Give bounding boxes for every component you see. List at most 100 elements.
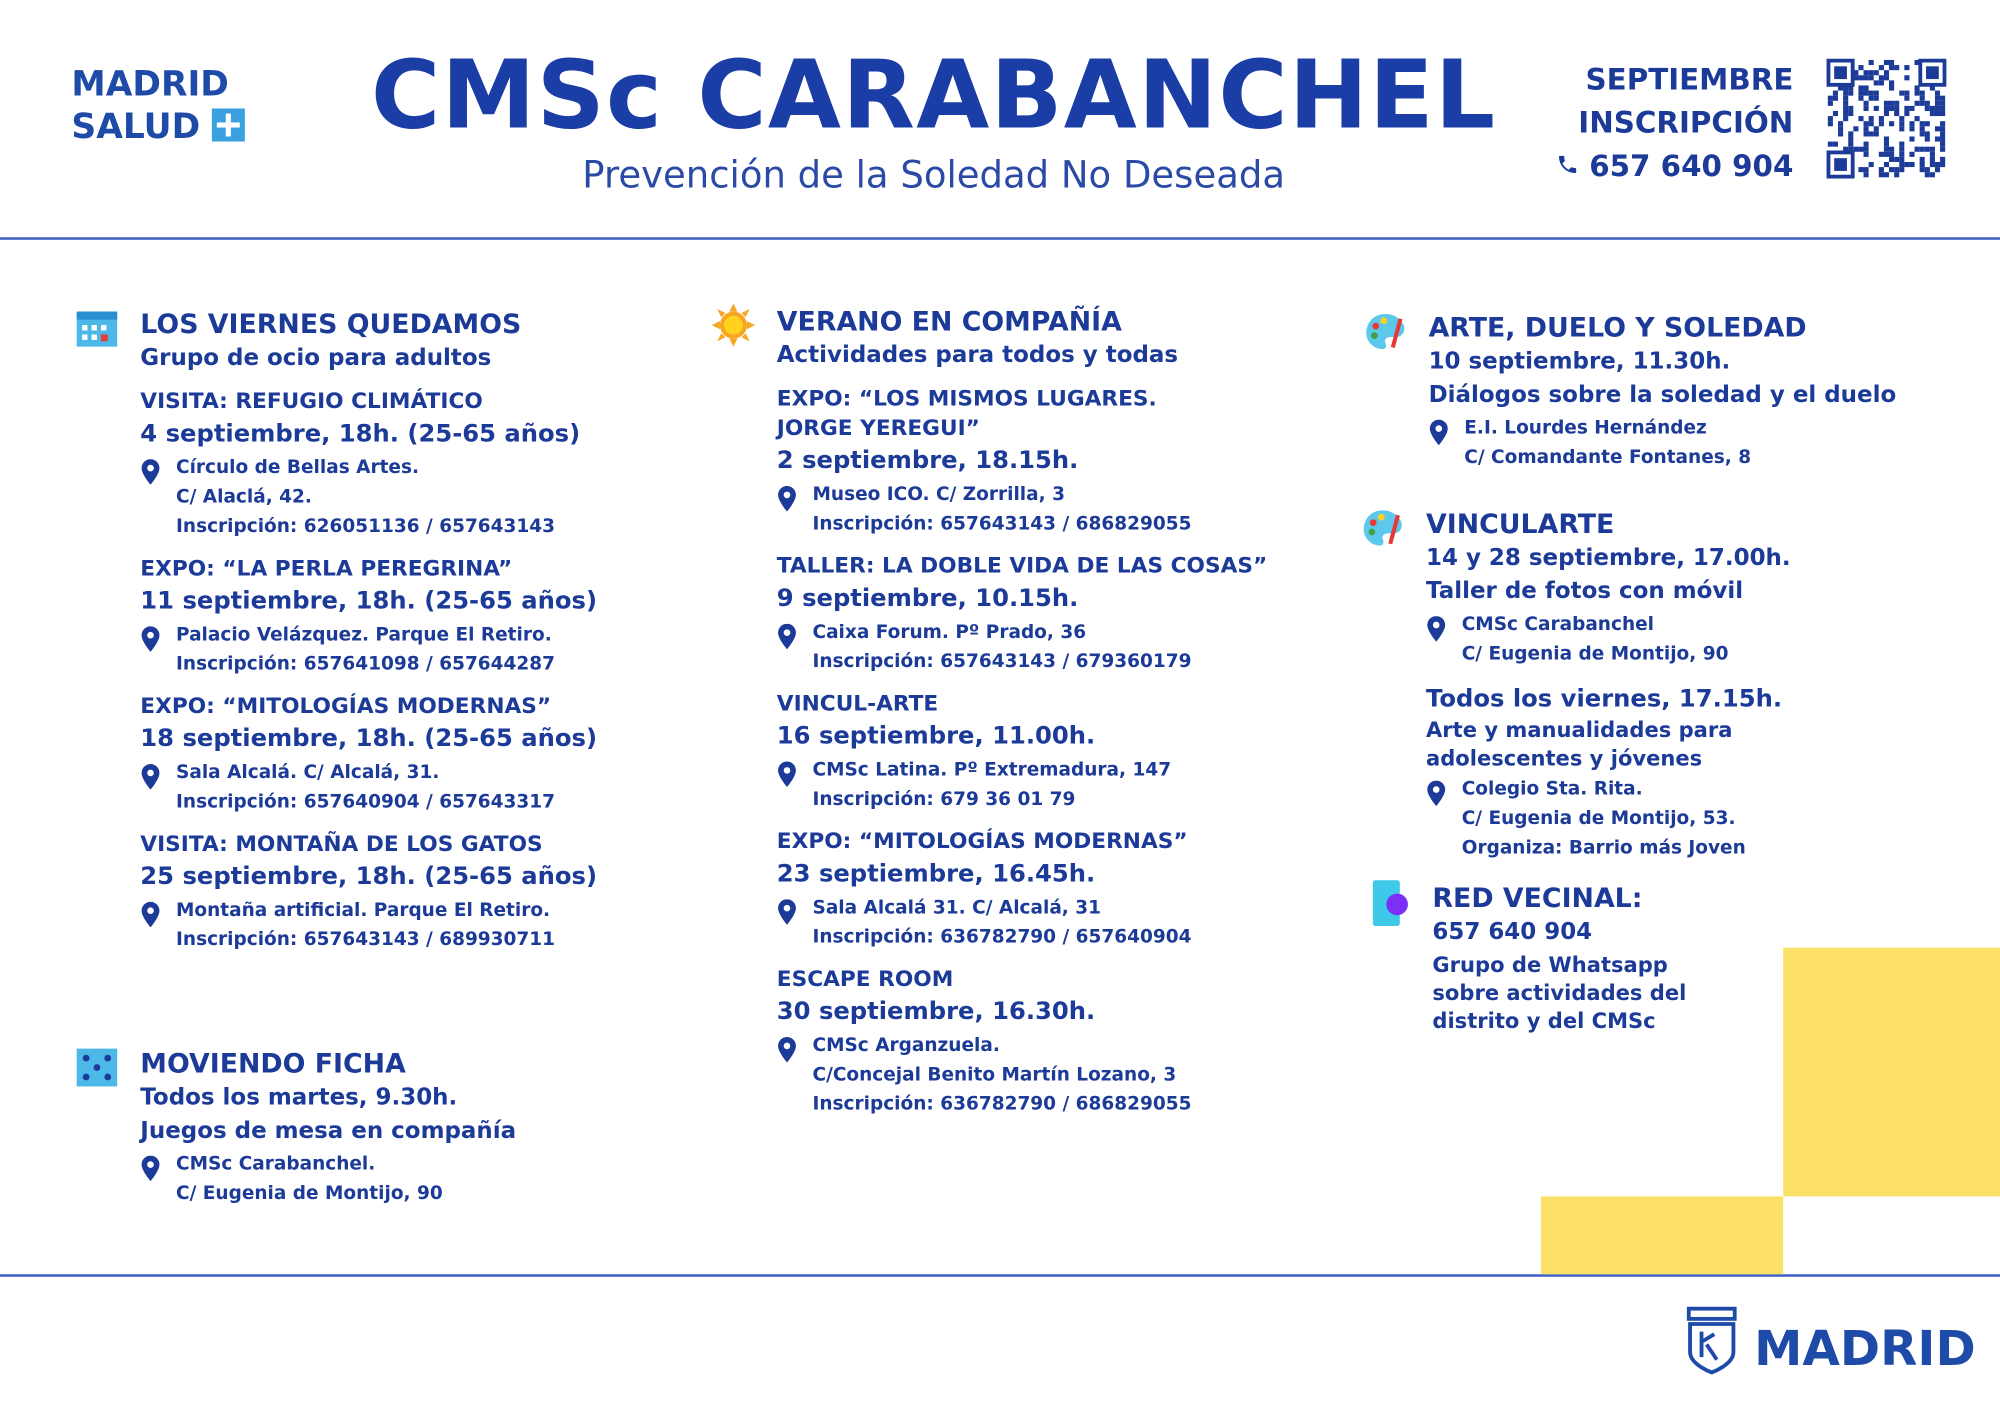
place: CMSc Arganzuela. C/Concejal Benito Martín… <box>777 1032 1267 1120</box>
qr-cell <box>1868 95 1874 101</box>
place-line: C/ Alaclá, 42. <box>176 487 312 508</box>
qr-cell <box>1858 95 1864 101</box>
place-line: C/ Eugenia de Montijo, 90 <box>1461 644 1729 665</box>
place: Museo ICO. C/ Zorrilla, 3 Inscripción: 65… <box>777 481 1267 540</box>
qr-cell <box>1868 70 1874 76</box>
event: EXPO: “MITOLOGÍAS MODERNAS” 23 septiembre… <box>777 828 1267 953</box>
qr-cell <box>1934 110 1941 117</box>
event-name: EXPO: “LA PERLA PEREGRINA” <box>140 556 513 582</box>
qr-cell <box>1843 95 1849 101</box>
qr-cell <box>1843 90 1849 96</box>
place: CMSc Latina. Pº Extremadura, 147 Inscripc… <box>777 756 1267 815</box>
qr-cell <box>1919 95 1925 101</box>
qr-cell <box>1889 105 1895 111</box>
qr-cell <box>1924 105 1930 111</box>
qr-cell <box>1858 146 1864 152</box>
qr-cell <box>1889 121 1895 127</box>
qr-cell <box>1940 110 1946 117</box>
qr-cell <box>1873 95 1879 101</box>
qr-cell <box>1914 100 1920 106</box>
qr-cell <box>1838 131 1844 137</box>
place-line: CMSc Arganzuela. <box>812 1035 1000 1057</box>
qr-cell <box>1929 105 1935 111</box>
pin-icon <box>778 1036 796 1063</box>
qr-cell <box>1858 65 1864 71</box>
section-title: VINCULARTE <box>1426 508 1615 540</box>
qr-cell <box>1929 110 1935 117</box>
section-subtitle: Actividades para todos y todas <box>776 341 1179 369</box>
qr-cell <box>1848 131 1854 137</box>
qr-cell <box>1894 167 1900 173</box>
place-line: Inscripción: 636782790 / 686829055 <box>812 1094 1192 1115</box>
qr-cell <box>1873 126 1879 132</box>
qr-cell <box>1924 131 1930 137</box>
qr-cell <box>1899 90 1905 96</box>
event: TALLER: LA DOBLE VIDA DE LAS COSAS” 9 sep… <box>777 552 1267 677</box>
qr-cell <box>1919 156 1925 162</box>
qr-cell <box>1909 126 1915 132</box>
qr-cell <box>1904 105 1910 111</box>
place-line: Sala Alcalá. C/ Alcalá, 31. <box>176 762 440 784</box>
qr-cell <box>1940 95 1946 101</box>
qr-cell <box>1914 59 1920 66</box>
icon <box>76 311 118 347</box>
qr-cell <box>1889 59 1895 66</box>
qr-cell <box>1863 172 1869 178</box>
icon <box>1363 510 1402 546</box>
qr-cell <box>1843 116 1849 122</box>
qr-cell <box>1889 146 1895 152</box>
icon <box>711 303 756 347</box>
qr-cell <box>1843 100 1849 106</box>
event-detail: Arte y manualidades para <box>1426 718 1733 743</box>
qr-cell <box>1853 70 1859 76</box>
qr-cell <box>1868 75 1874 81</box>
place-line: CMSc Latina. Pº Extremadura, 147 <box>812 760 1172 781</box>
section-title: MOVIENDO FICHA <box>140 1048 406 1080</box>
event: Todos los viernes, 17.15h. Arte y manuali… <box>1426 682 1791 863</box>
logo-line: MADRID <box>71 65 229 105</box>
qr-cell <box>1889 167 1895 173</box>
qr-cell <box>1878 172 1884 178</box>
qr-cell <box>1853 75 1859 81</box>
qr-cell <box>1919 146 1925 152</box>
place-line: Inscripción: 657643143 / 679360179 <box>812 651 1192 673</box>
place-line: Inscripción: 626051136 / 657643143 <box>176 516 556 537</box>
section-icon <box>1362 310 1408 361</box>
pin-icon <box>1427 780 1446 807</box>
qr-cell <box>1929 172 1935 178</box>
qr-cell <box>1883 172 1890 178</box>
section-subtitle: Juegos de mesa en compañía <box>140 1117 517 1145</box>
place-line: C/ Eugenia de Montijo, 53. <box>1461 808 1736 830</box>
place: Círculo de Bellas Artes. C/ Alaclá, 42. In… <box>140 454 597 542</box>
qr-cell <box>1878 65 1884 71</box>
qr-cell <box>1863 146 1869 152</box>
qr-cell <box>1883 161 1890 168</box>
place: Sala Alcalá. C/ Alcalá, 31. Inscripción: … <box>140 759 597 818</box>
section-icon <box>74 1046 120 1097</box>
qr-cell <box>1940 141 1946 147</box>
qr-cell <box>1863 141 1869 147</box>
qr-cell <box>1858 85 1864 91</box>
qr-cell <box>1863 70 1869 76</box>
pin-icon <box>778 899 796 925</box>
place-line: Organiza: Barrio más Joven <box>1461 838 1746 859</box>
pin-icon <box>1429 419 1448 446</box>
event: CMSc Carabanchel. C/ Eugenia de Montijo, … <box>140 1151 516 1210</box>
qr-cell <box>1904 75 1910 81</box>
place-line: Inscripción: 679 36 01 79 <box>812 789 1076 810</box>
qr-cell <box>1904 110 1910 117</box>
qr-cell <box>1934 136 1941 142</box>
qr-cell <box>1883 70 1890 76</box>
qr-cell <box>1894 105 1900 111</box>
place-line: C/ Eugenia de Montijo, 90 <box>176 1183 443 1205</box>
title: CMSc CARABANCHEL <box>371 40 1497 151</box>
qr-cell <box>1827 100 1833 106</box>
qr-cell <box>1889 80 1895 86</box>
place: E.I. Lourdes Hernández C/ Comandante Font… <box>1429 415 1897 474</box>
phone-icon <box>1558 155 1577 174</box>
qr-cell <box>1929 156 1935 162</box>
qr-cell <box>1899 151 1905 157</box>
qr-cell <box>1940 131 1946 137</box>
qr-cell <box>1853 126 1859 132</box>
